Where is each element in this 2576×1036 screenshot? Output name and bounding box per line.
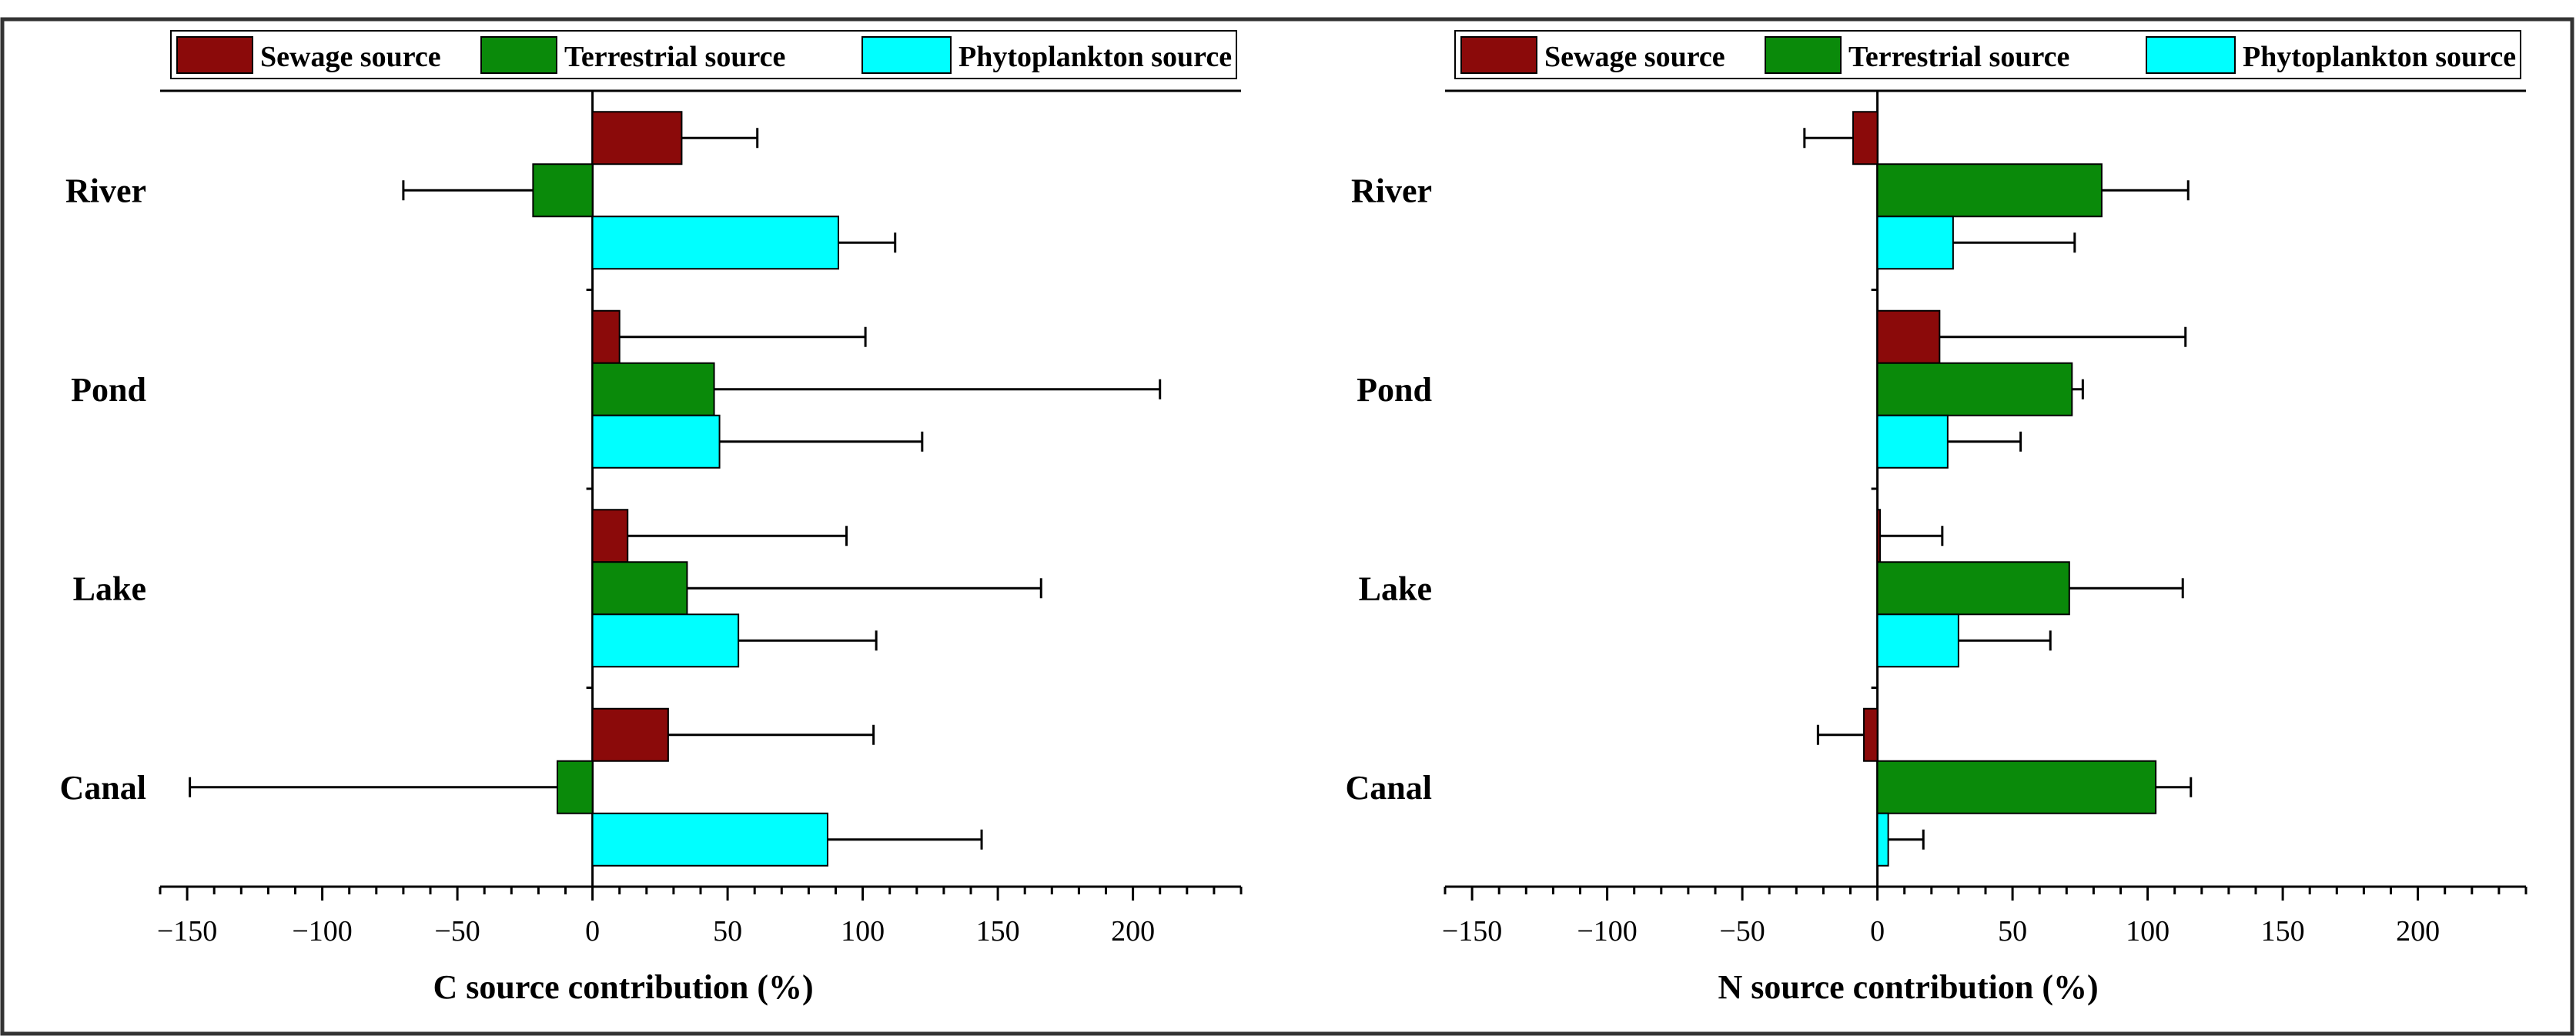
x-tick-label: −100 xyxy=(1577,915,1637,947)
bar-sewage-lake xyxy=(1876,509,1882,563)
x-tick-label: 0 xyxy=(585,915,600,947)
bar-phytoplankton-lake xyxy=(591,613,740,668)
bar-phytoplankton-canal xyxy=(591,812,828,867)
bar-terrestrial-lake xyxy=(591,561,688,616)
bar-sewage-canal xyxy=(591,707,669,762)
category-label: River xyxy=(1351,172,1432,209)
legend-label-sewage: Sewage source xyxy=(1544,41,1725,73)
bar-terrestrial-pond xyxy=(1876,362,2073,416)
category-label: Lake xyxy=(1359,570,1432,607)
legend-label-terrestrial: Terrestrial source xyxy=(564,41,785,73)
bar-terrestrial-canal xyxy=(1876,760,2157,814)
bar-phytoplankton-river xyxy=(1876,216,1954,270)
bar-sewage-canal xyxy=(1863,707,1878,762)
bar-terrestrial-lake xyxy=(1876,561,2070,616)
bar-phytoplankton-canal xyxy=(1876,812,1889,867)
legend-label-terrestrial: Terrestrial source xyxy=(1848,41,2069,73)
x-tick-label: 150 xyxy=(976,915,1020,947)
legend-box xyxy=(1454,30,2521,79)
x-tick-label: −150 xyxy=(157,915,217,947)
bar-sewage-pond xyxy=(1876,309,1941,364)
category-label: River xyxy=(65,172,146,209)
category-label: Canal xyxy=(60,769,146,807)
legend-swatch-sewage xyxy=(176,36,253,74)
bar-sewage-river xyxy=(1852,111,1878,165)
legend: Sewage source Terrestrial source Phytoplan… xyxy=(170,30,1237,79)
category-label: Pond xyxy=(1357,371,1432,409)
category-label: Lake xyxy=(73,570,146,607)
x-tick-label: 200 xyxy=(2396,915,2440,947)
figure-frame xyxy=(0,17,2574,1036)
legend-label-phytoplankton: Phytoplankton source xyxy=(2243,41,2516,73)
x-tick-label: 150 xyxy=(2261,915,2305,947)
bar-sewage-pond xyxy=(591,309,621,364)
bar-phytoplankton-river xyxy=(591,216,840,270)
x-tick-label: −50 xyxy=(1719,915,1765,947)
legend-label-sewage: Sewage source xyxy=(260,41,441,73)
bar-phytoplankton-lake xyxy=(1876,613,1959,668)
legend-swatch-phytoplankton xyxy=(2146,36,2236,74)
legend-swatch-terrestrial xyxy=(1765,36,1842,74)
legend: Sewage source Terrestrial source Phytoplan… xyxy=(1454,30,2521,79)
x-tick-label: 0 xyxy=(1870,915,1885,947)
bar-terrestrial-river xyxy=(532,163,594,218)
legend-box xyxy=(170,30,1237,79)
legend-label-phytoplankton: Phytoplankton source xyxy=(958,41,1232,73)
bar-terrestrial-river xyxy=(1876,163,2103,218)
x-axis-title: N source contribution (%) xyxy=(1718,968,2099,1006)
bar-terrestrial-canal xyxy=(556,760,594,814)
panel-c-source: −150 −100 −50 0 50 100 150 200 C source contribu… xyxy=(60,30,1243,1006)
x-tick-label: 50 xyxy=(713,915,742,947)
category-label: Canal xyxy=(1346,769,1432,807)
x-tick-label: −150 xyxy=(1442,915,1502,947)
x-tick-label: −50 xyxy=(434,915,480,947)
legend-swatch-phytoplankton xyxy=(861,36,952,74)
bar-sewage-river xyxy=(591,111,683,165)
x-tick-label: −100 xyxy=(292,915,352,947)
bar-phytoplankton-pond xyxy=(591,414,721,469)
x-tick-label: 200 xyxy=(1111,915,1155,947)
bar-terrestrial-pond xyxy=(591,362,715,416)
x-tick-label: 100 xyxy=(841,915,885,947)
category-label: Pond xyxy=(71,371,146,409)
panel-n-source: −150 −100 −50 0 50 100 150 200 N source contribu… xyxy=(1346,30,2527,1006)
x-tick-label: 100 xyxy=(2126,915,2170,947)
legend-swatch-sewage xyxy=(1460,36,1537,74)
legend-swatch-terrestrial xyxy=(480,36,557,74)
bar-sewage-lake xyxy=(591,509,629,563)
x-axis-title: C source contribution (%) xyxy=(433,968,814,1006)
x-tick-label: 50 xyxy=(1998,915,2027,947)
bar-phytoplankton-pond xyxy=(1876,414,1949,469)
